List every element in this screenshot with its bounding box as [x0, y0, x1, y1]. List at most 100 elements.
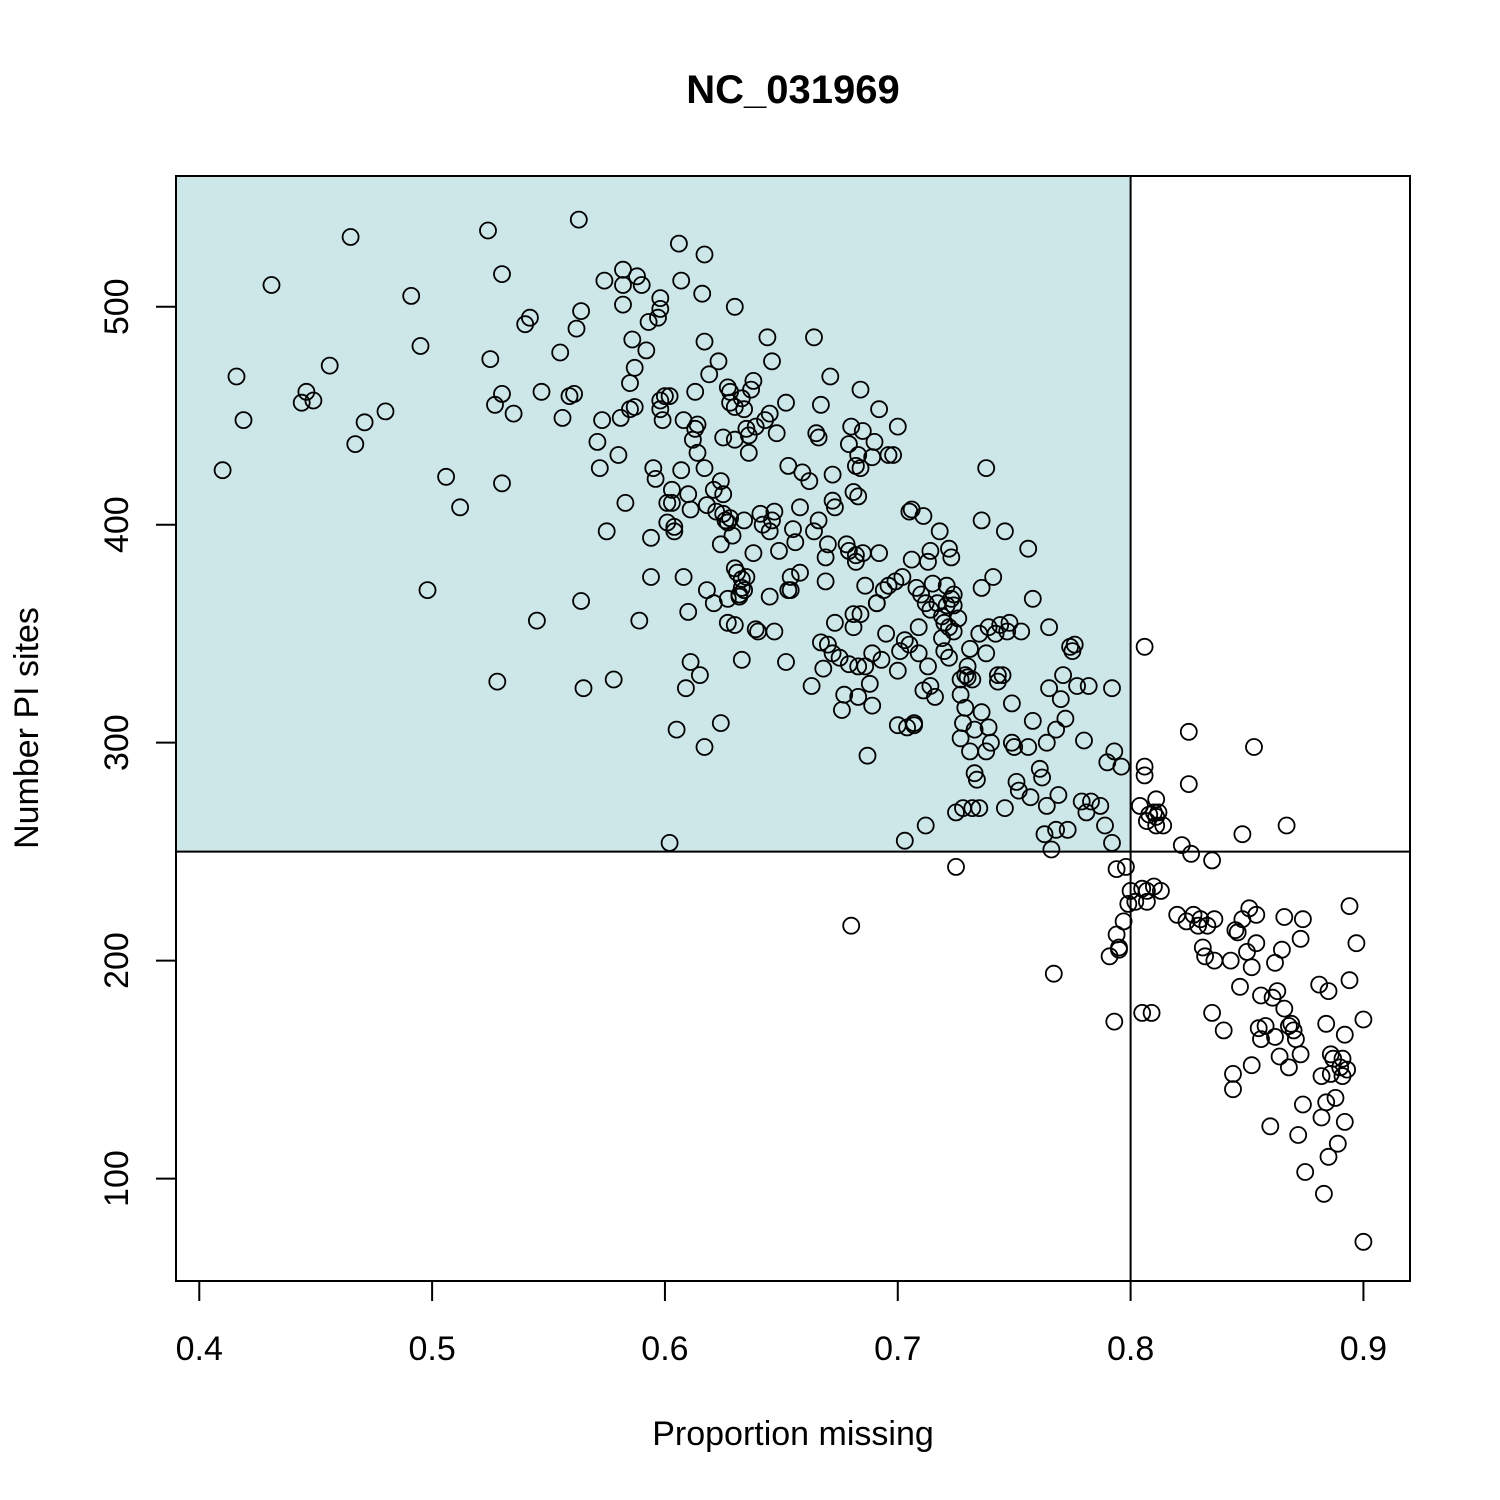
data-point [651, 391, 670, 410]
data-point [1247, 905, 1266, 924]
data-point [227, 367, 246, 386]
data-point [819, 535, 837, 554]
data-point [1338, 1060, 1356, 1079]
data-point [874, 581, 893, 599]
data-point [711, 535, 730, 554]
data-point [1135, 766, 1154, 785]
data-point [1023, 589, 1042, 608]
data-point [567, 319, 586, 338]
data-point [760, 404, 779, 423]
data-point [777, 393, 795, 412]
data-point [819, 635, 837, 654]
data-point [893, 568, 912, 586]
data-point [891, 642, 909, 660]
data-point [1012, 622, 1031, 641]
data-point [816, 548, 835, 567]
data-point [977, 644, 996, 663]
data-point [1335, 1025, 1354, 1044]
data-point [735, 400, 753, 419]
data-point [681, 500, 700, 519]
data-point [1179, 722, 1198, 741]
data-point [821, 367, 840, 386]
data-point [895, 831, 914, 850]
data-point [614, 276, 632, 294]
x-tick-label: 0.4 [176, 1330, 223, 1368]
data-point [663, 480, 681, 499]
data-point [835, 685, 854, 704]
data-point [849, 487, 868, 506]
data-point [691, 666, 709, 684]
data-point [888, 417, 907, 436]
data-point [944, 596, 963, 615]
data-point [695, 459, 714, 478]
data-point [1117, 858, 1135, 876]
data-point [637, 341, 656, 360]
data-point [895, 631, 914, 650]
data-point [765, 502, 784, 521]
data-point [665, 522, 684, 541]
data-point [914, 507, 933, 525]
data-point [1214, 1021, 1233, 1040]
data-point [1280, 1058, 1298, 1077]
data-point [1103, 679, 1121, 698]
data-point [642, 528, 660, 547]
data-point [341, 228, 360, 246]
data-point [1152, 882, 1170, 900]
data-point [732, 579, 751, 597]
data-point [521, 308, 539, 327]
data-point [1331, 1058, 1350, 1077]
data-point [304, 391, 323, 410]
data-point [1033, 768, 1051, 787]
data-point [781, 568, 800, 586]
data-point [1249, 1019, 1268, 1038]
data-point [919, 552, 937, 571]
data-point [1030, 759, 1049, 778]
data-point [565, 384, 583, 403]
data-point [849, 446, 868, 464]
data-point [674, 568, 693, 586]
data-point [984, 568, 1003, 586]
data-point [493, 474, 511, 493]
y-axis: 100 200 300 400 500 [98, 278, 177, 1207]
data-point [663, 493, 681, 512]
data-point [800, 472, 819, 491]
chart-title: NC_031969 [686, 68, 900, 112]
data-point [721, 509, 739, 528]
data-point [346, 435, 365, 454]
data-point [921, 542, 940, 560]
data-point [1054, 666, 1072, 684]
data-point [1075, 731, 1093, 750]
data-point [1047, 720, 1065, 739]
data-point [451, 498, 470, 517]
data-point [1317, 1014, 1336, 1033]
data-point [812, 395, 830, 414]
data-point [1347, 934, 1366, 953]
data-point [1287, 1030, 1305, 1048]
data-point [1335, 1113, 1354, 1131]
data-point [844, 605, 863, 623]
data-point [1105, 1012, 1124, 1031]
data-point [840, 435, 858, 454]
data-point [763, 352, 781, 371]
data-point [940, 539, 958, 558]
x-axis: 0.4 0.5 0.6 0.7 0.8 0.9 [176, 1280, 1387, 1368]
data-point [418, 581, 437, 599]
data-point [532, 382, 551, 401]
data-point [1023, 712, 1042, 730]
data-point [996, 522, 1014, 541]
data-point [1147, 816, 1166, 835]
data-point [1021, 788, 1040, 807]
data-point [1133, 1004, 1152, 1022]
data-point [642, 568, 660, 586]
data-point [1354, 1010, 1373, 1029]
data-point [830, 648, 849, 667]
data-point [695, 738, 714, 756]
data-point [851, 605, 870, 623]
data-point [1319, 982, 1338, 1000]
data-point [977, 459, 996, 478]
data-point [826, 498, 844, 517]
data-point [863, 696, 882, 715]
data-point [849, 688, 868, 706]
data-point [1107, 860, 1126, 878]
data-point [651, 289, 670, 308]
